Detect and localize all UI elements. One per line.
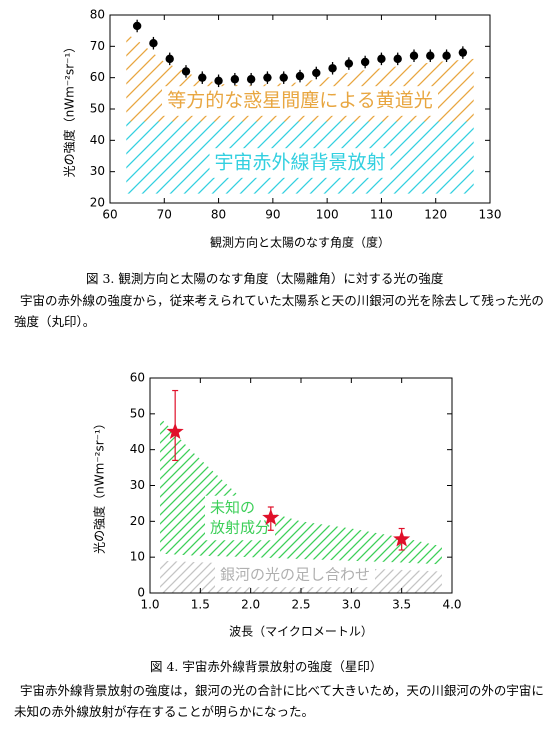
data-point: [166, 422, 184, 440]
region-label: 銀河の光の足し合わせ: [220, 566, 370, 584]
y-axis-label: 光の強度（nWm⁻²sr⁻¹）: [92, 417, 107, 554]
x-tick-label: 60: [102, 208, 117, 222]
y-tick-label: 60: [130, 371, 145, 385]
data-point: [198, 73, 207, 82]
x-tick-label: 80: [211, 208, 226, 222]
x-tick-label: 110: [370, 208, 393, 222]
data-point: [409, 51, 419, 60]
y-tick-label: 40: [90, 133, 105, 147]
region-label: 宇宙赤外線背景放射: [214, 152, 385, 174]
region-label-background: [205, 495, 275, 541]
x-axis-label: 観測方向と太陽のなす角度（度）: [210, 235, 390, 250]
region-label: 未知の: [210, 498, 255, 516]
data-point: [344, 59, 354, 68]
data-point: [442, 51, 451, 60]
y-axis-label: 光の強度（nWm⁻²sr⁻¹）: [62, 41, 77, 178]
data-point: [328, 64, 337, 73]
figure-description: 宇宙の赤外線の強度から，従来考えられていた太陽系と天の川銀河の光を除去して残った…: [14, 293, 544, 329]
x-tick-label: 130: [479, 208, 502, 222]
data-point: [165, 54, 174, 64]
y-tick-label: 10: [130, 550, 145, 564]
x-tick-label: 120: [424, 208, 447, 222]
figure-description: 宇宙赤外線背景放射の強度は，銀河の光の合計に比べて大きいため，天の川銀河の外の宇…: [14, 683, 544, 719]
data-point: [230, 75, 240, 84]
y-tick-label: 0: [137, 586, 145, 600]
y-tick-label: 30: [90, 164, 105, 178]
data-point: [393, 54, 402, 64]
x-tick-label: 3.0: [342, 598, 361, 612]
y-tick-label: 40: [130, 442, 145, 456]
data-point: [360, 57, 370, 67]
data-point: [279, 73, 288, 82]
data-point: [426, 51, 435, 60]
data-point: [246, 75, 256, 84]
x-tick-label: 1.0: [140, 598, 159, 612]
data-point: [295, 71, 305, 81]
y-tick-label: 20: [130, 514, 145, 528]
x-tick-label: 2.0: [241, 598, 260, 612]
region-label-background: [162, 86, 438, 116]
x-tick-label: 3.5: [392, 598, 411, 612]
data-point: [214, 76, 223, 86]
data-point: [132, 21, 142, 31]
data-point: [181, 67, 191, 76]
region-label-background: [209, 148, 391, 178]
data-point: [149, 39, 158, 48]
y-tick-label: 80: [90, 8, 105, 22]
x-tick-label: 2.5: [291, 598, 310, 612]
x-tick-label: 100: [316, 208, 339, 222]
y-tick-label: 50: [90, 102, 105, 116]
y-tick-label: 70: [90, 39, 105, 53]
region-label: 等方的な惑星間塵による黄道光: [167, 90, 432, 112]
data-point: [263, 73, 272, 82]
x-tick-label: 90: [265, 208, 280, 222]
x-axis-label: 波長（マイクロメートル）: [229, 625, 373, 639]
x-tick-label: 4.0: [442, 598, 461, 612]
x-tick-label: 70: [157, 208, 172, 222]
data-point: [458, 48, 468, 57]
data-point: [312, 68, 321, 78]
region-label: 放射成分: [210, 519, 270, 537]
y-tick-label: 50: [130, 406, 145, 420]
data-point: [377, 54, 386, 64]
figure-caption: 図 3. 観測方向と太陽のなす角度（太陽離角）に対する光の強度: [86, 271, 444, 286]
region-label-background: [215, 562, 375, 588]
y-tick-label: 20: [90, 196, 105, 210]
y-tick-label: 30: [130, 478, 145, 492]
figure-caption: 図 4. 宇宙赤外線背景放射の強度（星印）: [150, 659, 383, 674]
data-point: [393, 530, 411, 547]
x-tick-label: 1.5: [191, 598, 210, 612]
data-point: [262, 508, 280, 526]
y-tick-label: 60: [90, 70, 105, 84]
